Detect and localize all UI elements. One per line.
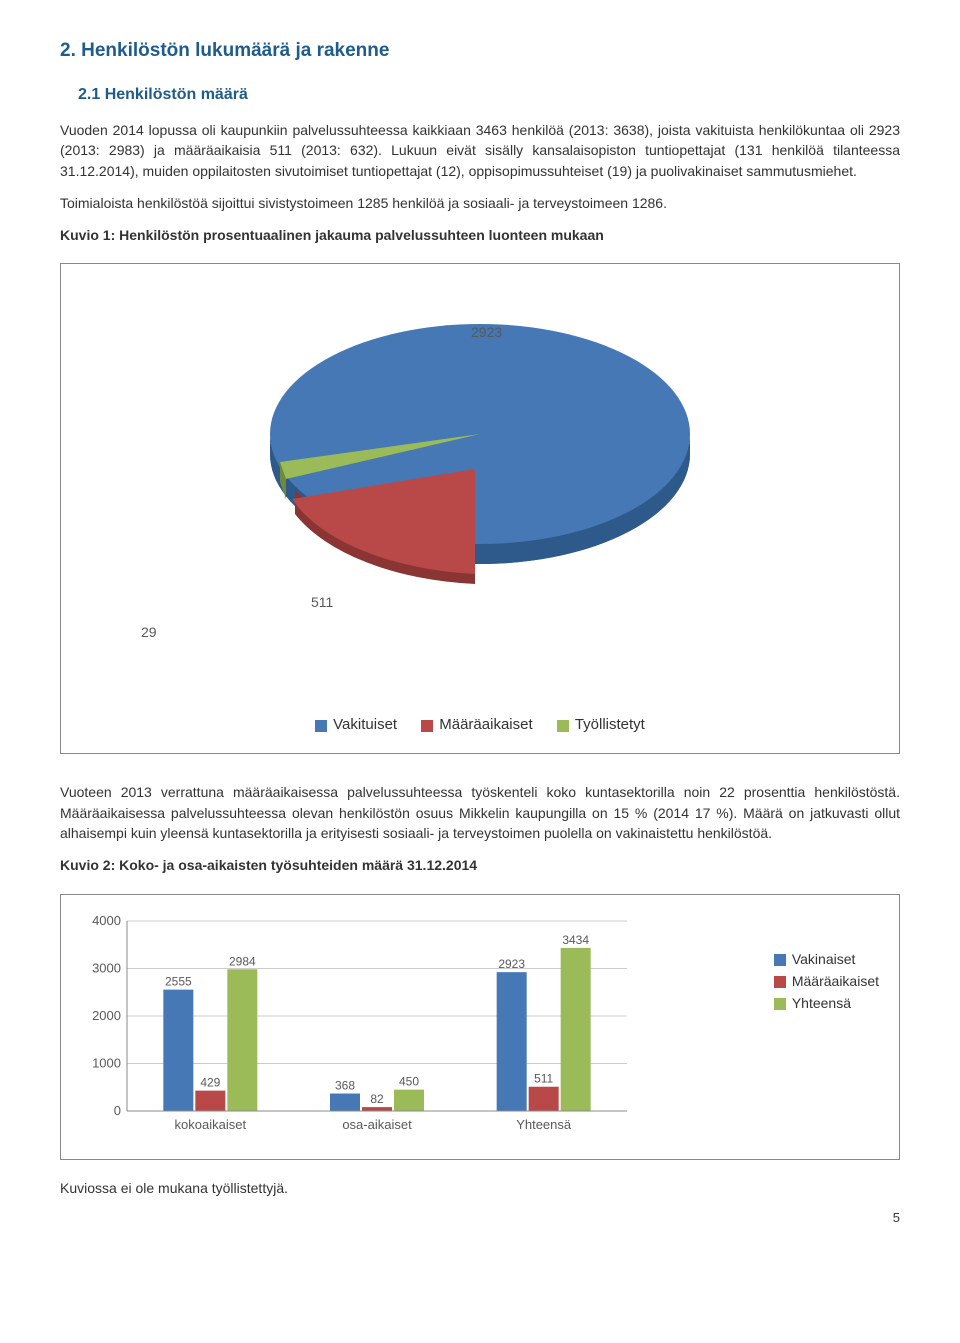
svg-text:429: 429 [200,1075,220,1089]
page-number: 5 [60,1210,900,1225]
svg-text:82: 82 [370,1092,384,1106]
svg-text:511: 511 [534,1071,553,1085]
svg-text:2923: 2923 [498,957,525,971]
svg-text:3434: 3434 [562,933,589,947]
legend-label-tyollistetyt: Työllistetyt [575,716,645,733]
body-paragraph-3: Vuoteen 2013 verrattuna määräaikaisessa … [60,782,900,843]
pie-legend: Vakituiset Määräaikaiset Työllistetyt [81,716,879,733]
pie-chart-container: 2923 511 29 Vakituiset Määräaikaiset Työ… [60,263,900,754]
bar-legend-yhteensa: Yhteensä [792,995,851,1011]
bar-chart: 0 1000 2000 3000 4000 2555 429 2984 kokoaikaiset… [77,911,637,1141]
body-paragraph-2: Toimialoista henkilöstöä sijoittui sivis… [60,193,900,213]
svg-text:Yhteensä: Yhteensä [516,1117,572,1132]
kuvio2-title: Kuvio 2: Koko- ja osa-aikaisten työsuhte… [60,855,900,875]
svg-text:4000: 4000 [92,913,121,928]
pie-label-maaraaikaiset: 511 [311,594,333,610]
svg-text:450: 450 [399,1074,419,1088]
pie-label-vakituiset: 2923 [471,324,502,340]
legend-label-maaraaikaiset: Määräaikaiset [439,716,532,733]
subsection-heading: 2.1 Henkilöstön määrä [78,86,900,104]
body-paragraph-1: Vuoden 2014 lopussa oli kaupunkiin palve… [60,120,900,181]
swatch-maaraaikaiset [421,720,433,732]
body-paragraph-4: Kuviossa ei ole mukana työllistettyjä. [60,1178,900,1198]
swatch-yhteensa [774,998,786,1010]
swatch-maaraaikaiset-bar [774,976,786,988]
bar-chart-container: 0 1000 2000 3000 4000 2555 429 2984 kokoaikaiset… [60,894,900,1160]
svg-text:2984: 2984 [229,954,256,968]
bar-legend-vakinaiset: Vakinaiset [792,951,856,967]
svg-text:osa-aikaiset: osa-aikaiset [342,1117,412,1132]
kuvio1-title: Kuvio 1: Henkilöstön prosentuaalinen jak… [60,225,900,245]
svg-text:kokoaikaiset: kokoaikaiset [175,1117,247,1132]
pie-label-tyollistetyt: 29 [141,624,157,640]
swatch-vakinaiset [774,954,786,966]
svg-text:2000: 2000 [92,1008,121,1023]
section-heading: 2. Henkilöstön lukumäärä ja rakenne [60,40,900,62]
bar-legend: Vakinaiset Määräaikaiset Yhteensä [774,945,879,1017]
svg-text:2555: 2555 [165,974,192,988]
svg-text:1000: 1000 [92,1055,121,1070]
svg-text:3000: 3000 [92,960,121,975]
swatch-vakituiset [315,720,327,732]
legend-label-vakituiset: Vakituiset [333,716,397,733]
swatch-tyollistetyt [557,720,569,732]
svg-text:368: 368 [335,1078,355,1092]
svg-text:0: 0 [114,1103,121,1118]
bar-legend-maaraaikaiset: Määräaikaiset [792,973,879,989]
